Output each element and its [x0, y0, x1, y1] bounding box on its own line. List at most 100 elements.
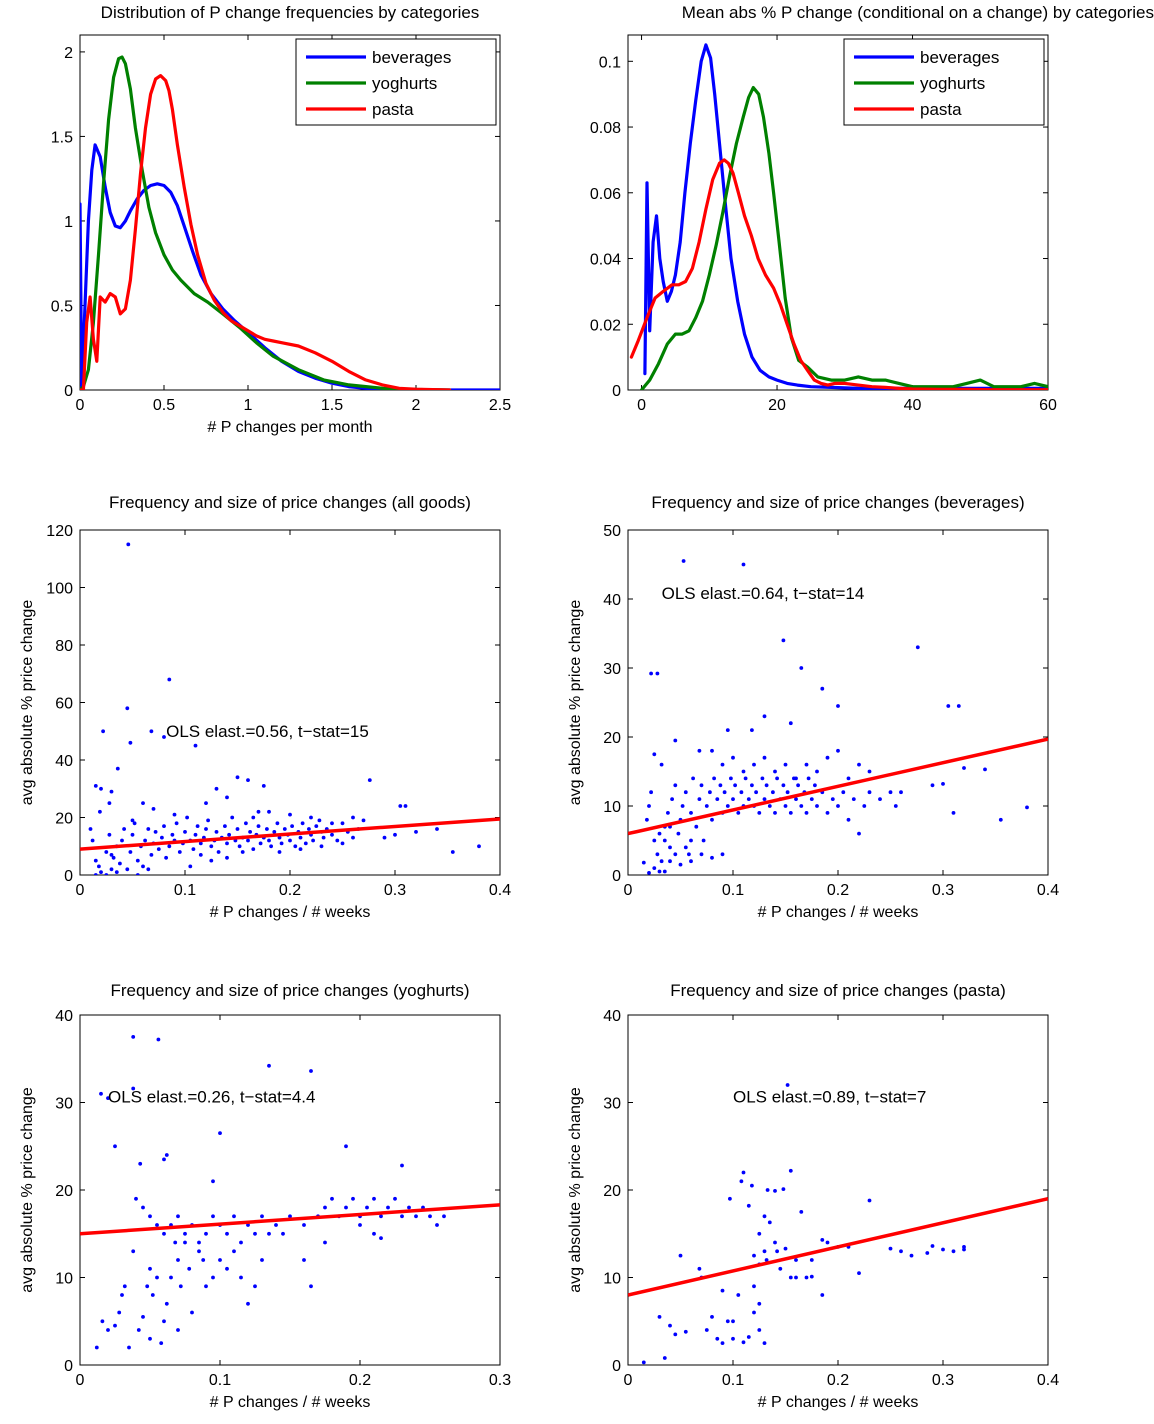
x-tick-label: 0.4	[1037, 882, 1059, 899]
scatter-point	[323, 1240, 327, 1245]
scatter-point	[90, 838, 95, 843]
x-tick-label: 60	[1039, 397, 1057, 414]
scatter-point	[754, 790, 758, 795]
scatter-point	[683, 845, 688, 850]
scatter-point	[710, 1315, 714, 1319]
chart-p3: Frequency and size of price changes (all…	[19, 493, 511, 921]
scatter-point	[697, 748, 702, 753]
scatter-point	[998, 817, 1003, 822]
y-tick-label: 10	[55, 1271, 73, 1288]
scatter-point	[767, 804, 772, 808]
x-tick-label: 0.1	[722, 1372, 744, 1389]
series-line-pasta	[80, 73, 452, 390]
legend-entry-pasta: pasta	[372, 100, 414, 119]
legend-entry-yoghurts: yoghurts	[920, 74, 985, 93]
y-axis-label: avg absolute % price change	[567, 600, 584, 806]
scatter-point	[122, 827, 126, 831]
scatter-point	[302, 1258, 306, 1262]
scatter-point	[141, 801, 145, 805]
y-tick-label: 10	[603, 1271, 621, 1288]
scatter-point	[710, 748, 714, 753]
scatter-point	[867, 1198, 872, 1203]
scatter-point	[673, 738, 678, 743]
scatter-point	[699, 783, 704, 788]
scatter-point	[781, 783, 786, 788]
scatter-point	[185, 815, 190, 820]
scatter-point	[678, 862, 683, 867]
chart-p5: Frequency and size of price changes (yog…	[19, 981, 511, 1411]
scatter-point	[750, 728, 754, 732]
scatter-point	[146, 827, 151, 831]
series-line-yoghurts	[639, 85, 1048, 390]
scatter-point	[757, 1328, 762, 1332]
scatter-point	[93, 858, 98, 863]
scatter-point	[104, 850, 109, 854]
scatter-point	[393, 1196, 397, 1201]
scatter-point	[311, 838, 315, 843]
scatter-point	[783, 762, 788, 767]
scatter-point	[746, 1335, 751, 1339]
scatter-point	[694, 824, 699, 829]
scatter-point	[97, 864, 101, 869]
chart-p6: Frequency and size of price changes (pas…	[567, 981, 1059, 1411]
x-tick-label: 1	[244, 397, 253, 414]
scatter-point	[750, 783, 754, 788]
scatter-point	[162, 824, 166, 828]
scatter-point	[211, 1275, 215, 1280]
x-tick-label: 0.1	[722, 882, 744, 899]
scatter-point	[792, 776, 796, 781]
scatter-point	[825, 1240, 830, 1245]
series-line-pasta	[629, 158, 1048, 390]
scatter-point	[830, 797, 835, 801]
y-tick-label: 120	[46, 523, 73, 540]
scatter-point	[762, 755, 767, 760]
scatter-point	[256, 809, 261, 814]
scatter-point	[659, 762, 664, 767]
chart-title: Frequency and size of price changes (yog…	[110, 981, 469, 1000]
scatter-point	[836, 748, 840, 753]
scatter-point	[649, 790, 653, 795]
scatter-point	[775, 776, 779, 781]
scatter-point	[773, 1240, 777, 1245]
y-tick-label: 40	[603, 1008, 621, 1025]
scatter-point	[109, 867, 114, 872]
scatter-point	[715, 1336, 720, 1341]
y-tick-label: 0.06	[590, 186, 621, 203]
scatter-point	[962, 766, 966, 770]
scatter-point	[211, 1214, 215, 1219]
scatter-point	[365, 1205, 369, 1210]
scatter-point	[204, 801, 208, 805]
scatter-point	[673, 852, 678, 857]
scatter-point	[946, 704, 951, 708]
y-tick-label: 0	[64, 383, 73, 400]
scatter-point	[261, 784, 266, 788]
scatter-point	[712, 776, 716, 781]
scatter-point	[198, 853, 203, 857]
x-tick-label: 0	[624, 1372, 633, 1389]
scatter-point	[794, 797, 798, 801]
scatter-point	[209, 844, 214, 849]
scatter-point	[785, 1083, 790, 1087]
scatter-point	[820, 686, 825, 691]
scatter-point	[193, 743, 198, 748]
legend-entry-pasta: pasta	[920, 100, 962, 119]
x-tick-label: 2.5	[489, 397, 511, 414]
scatter-point	[820, 1238, 825, 1242]
x-tick-label: 0.4	[489, 882, 511, 899]
scatter-point	[379, 1236, 383, 1240]
y-tick-label: 40	[603, 592, 621, 609]
scatter-point	[878, 797, 882, 801]
scatter-point	[174, 821, 179, 826]
scatter-point	[162, 1157, 166, 1162]
y-tick-label: 30	[603, 1096, 621, 1113]
scatter-point	[246, 838, 250, 843]
scatter-point	[162, 1319, 166, 1324]
scatter-point	[815, 804, 819, 808]
scatter-point	[841, 790, 846, 795]
scatter-point	[647, 871, 651, 875]
scatter-point	[232, 1214, 236, 1219]
scatter-point	[162, 1231, 166, 1236]
scatter-point	[862, 804, 867, 808]
scatter-point	[659, 859, 664, 864]
scatter-point	[909, 1253, 914, 1258]
